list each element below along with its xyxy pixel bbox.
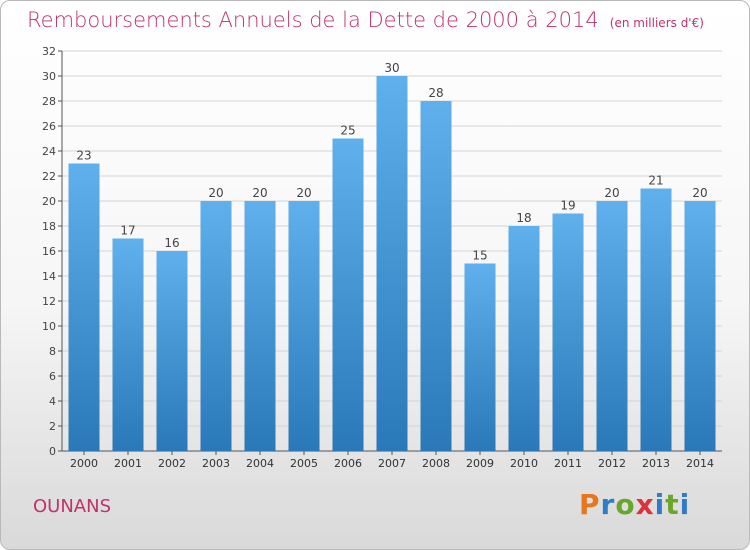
x-tick-label: 2012 bbox=[598, 457, 626, 470]
bar bbox=[640, 188, 672, 451]
bar-value-label: 19 bbox=[560, 199, 575, 213]
bar-value-label: 15 bbox=[472, 249, 487, 263]
x-tick-label: 2013 bbox=[642, 457, 670, 470]
bar-value-label: 25 bbox=[340, 124, 355, 138]
bar bbox=[596, 201, 628, 451]
bar bbox=[420, 101, 452, 451]
y-tick-label: 6 bbox=[49, 370, 56, 383]
logo-letter: i bbox=[679, 488, 691, 521]
y-tick-label: 26 bbox=[42, 120, 56, 133]
bar-value-label: 20 bbox=[208, 186, 223, 200]
y-tick-label: 24 bbox=[42, 145, 56, 158]
bar-value-label: 20 bbox=[692, 186, 707, 200]
town-name: OUNANS bbox=[33, 496, 112, 517]
bar bbox=[684, 201, 716, 451]
y-tick-label: 16 bbox=[42, 245, 56, 258]
y-tick-label: 8 bbox=[49, 345, 56, 358]
bar bbox=[508, 226, 540, 451]
x-tick-label: 2010 bbox=[510, 457, 538, 470]
bar bbox=[376, 76, 408, 451]
bar-value-label: 16 bbox=[164, 236, 179, 250]
logo-letter: o bbox=[615, 488, 636, 521]
logo-letter: t bbox=[665, 488, 680, 521]
y-tick-label: 4 bbox=[49, 395, 56, 408]
y-tick-label: 2 bbox=[49, 420, 56, 433]
y-tick-label: 10 bbox=[42, 320, 56, 333]
bar bbox=[464, 263, 496, 451]
x-tick-label: 2004 bbox=[246, 457, 274, 470]
labels: 0246810121416182022242628303223200017200… bbox=[42, 45, 714, 470]
x-tick-label: 2000 bbox=[70, 457, 98, 470]
x-tick-label: 2005 bbox=[290, 457, 318, 470]
x-tick-label: 2002 bbox=[158, 457, 186, 470]
x-tick-label: 2001 bbox=[114, 457, 142, 470]
bar-value-label: 18 bbox=[516, 211, 531, 225]
bars bbox=[68, 76, 716, 451]
y-tick-label: 32 bbox=[42, 45, 56, 58]
x-tick-label: 2011 bbox=[554, 457, 582, 470]
bar bbox=[156, 251, 188, 451]
bar bbox=[244, 201, 276, 451]
x-tick-label: 2014 bbox=[686, 457, 714, 470]
y-tick-label: 12 bbox=[42, 295, 56, 308]
x-tick-label: 2008 bbox=[422, 457, 450, 470]
y-tick-label: 18 bbox=[42, 220, 56, 233]
x-tick-label: 2009 bbox=[466, 457, 494, 470]
x-tick-label: 2007 bbox=[378, 457, 406, 470]
y-tick-label: 14 bbox=[42, 270, 56, 283]
bar-value-label: 20 bbox=[296, 186, 311, 200]
bar bbox=[552, 213, 584, 451]
logo-letter: i bbox=[654, 488, 666, 521]
logo-letter: r bbox=[600, 488, 616, 521]
chart-title: Remboursements Annuels de la Dette de 20… bbox=[27, 8, 599, 32]
x-tick-label: 2003 bbox=[202, 457, 230, 470]
bar bbox=[68, 163, 100, 451]
bar-value-label: 21 bbox=[648, 174, 663, 188]
bar-value-label: 20 bbox=[252, 186, 267, 200]
bar bbox=[332, 138, 364, 451]
logo-letter: x bbox=[635, 488, 655, 521]
x-tick-label: 2006 bbox=[334, 457, 362, 470]
proxiti-logo: Proxiti bbox=[579, 488, 690, 521]
y-tick-label: 30 bbox=[42, 70, 56, 83]
chart-title-block: Remboursements Annuels de la Dette de 20… bbox=[27, 8, 704, 32]
y-tick-label: 0 bbox=[49, 445, 56, 458]
bar bbox=[112, 238, 144, 451]
bar-value-label: 23 bbox=[76, 149, 91, 163]
y-tick-label: 28 bbox=[42, 95, 56, 108]
bar bbox=[288, 201, 320, 451]
bar-value-label: 30 bbox=[384, 61, 399, 75]
y-tick-label: 20 bbox=[42, 195, 56, 208]
y-tick-label: 22 bbox=[42, 170, 56, 183]
bar-value-label: 20 bbox=[604, 186, 619, 200]
chart-subtitle: (en milliers d'€) bbox=[609, 16, 704, 30]
bar-value-label: 17 bbox=[120, 224, 135, 238]
bar-value-label: 28 bbox=[428, 86, 443, 100]
bar bbox=[200, 201, 232, 451]
logo-letter: P bbox=[579, 488, 601, 521]
